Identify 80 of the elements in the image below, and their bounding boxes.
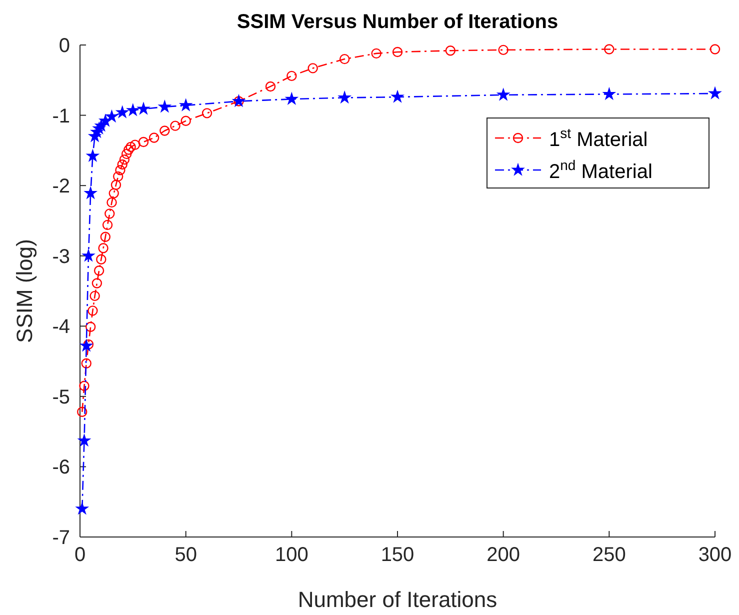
point	[104, 208, 115, 219]
y-axis-title: SSIM (log)	[12, 239, 37, 343]
point	[126, 142, 136, 152]
point	[94, 266, 104, 276]
point	[121, 148, 132, 160]
point	[178, 98, 193, 112]
point	[83, 339, 94, 350]
point	[710, 44, 720, 54]
legend-label: 2$^{nd}$ Material	[549, 157, 652, 183]
point	[102, 220, 113, 230]
x-tick-label: 100	[274, 544, 308, 566]
point	[92, 278, 102, 288]
point	[117, 159, 128, 170]
chart-title: SSIM Versus Number of Iterations	[236, 11, 558, 33]
point	[232, 94, 246, 108]
point	[126, 103, 140, 116]
point	[100, 232, 110, 242]
point	[81, 358, 92, 368]
point	[98, 243, 108, 254]
point	[130, 140, 140, 150]
point	[115, 165, 126, 176]
point	[75, 502, 90, 515]
x-tick-label: 300	[698, 544, 732, 566]
point	[604, 44, 614, 54]
y-tick-label: -6	[52, 456, 70, 479]
point	[148, 132, 160, 143]
point	[115, 105, 130, 118]
point	[77, 406, 88, 417]
point	[84, 186, 98, 200]
point	[85, 322, 96, 332]
y-tick-label: -4	[52, 316, 70, 338]
point	[602, 86, 616, 100]
point	[392, 46, 403, 58]
point	[496, 88, 510, 101]
point	[108, 188, 119, 198]
point	[339, 54, 350, 64]
point	[106, 197, 117, 208]
point	[124, 144, 134, 155]
x-tick-label: 50	[174, 544, 197, 566]
point	[104, 109, 119, 123]
x-tick-label: 200	[486, 544, 520, 566]
legend-label: 1$^{st}$ Material	[549, 125, 648, 151]
point	[158, 100, 172, 113]
point	[338, 90, 352, 104]
point	[286, 70, 297, 82]
point	[138, 136, 149, 148]
x-tick-label: 150	[380, 544, 414, 566]
point	[284, 92, 299, 106]
point	[88, 306, 98, 316]
point	[110, 180, 122, 190]
x-axis-title: Number of Iterations	[298, 587, 498, 612]
y-tick-label: -2	[52, 176, 70, 198]
x-tick-label: 250	[592, 544, 626, 566]
y-tick-label: 0	[58, 35, 70, 57]
point	[90, 290, 100, 302]
point	[202, 108, 212, 118]
point	[708, 86, 722, 100]
point	[96, 254, 106, 264]
point	[77, 433, 92, 447]
point	[445, 46, 456, 56]
y-tick-label: -1	[52, 105, 70, 128]
point	[180, 116, 191, 126]
point	[79, 338, 94, 352]
point	[498, 44, 508, 56]
point	[170, 120, 180, 131]
point	[371, 48, 382, 59]
y-tick-label: -7	[52, 527, 70, 549]
point	[160, 126, 170, 136]
y-tick-label: -5	[52, 386, 70, 408]
point	[308, 63, 318, 74]
point	[113, 171, 124, 182]
point	[79, 380, 90, 391]
x-tick-label: 0	[74, 544, 86, 566]
point	[136, 102, 150, 115]
point	[86, 148, 100, 162]
point	[119, 154, 130, 165]
point	[390, 90, 404, 103]
y-tick-label: -3	[52, 246, 70, 268]
point	[82, 248, 96, 262]
point	[265, 81, 276, 92]
